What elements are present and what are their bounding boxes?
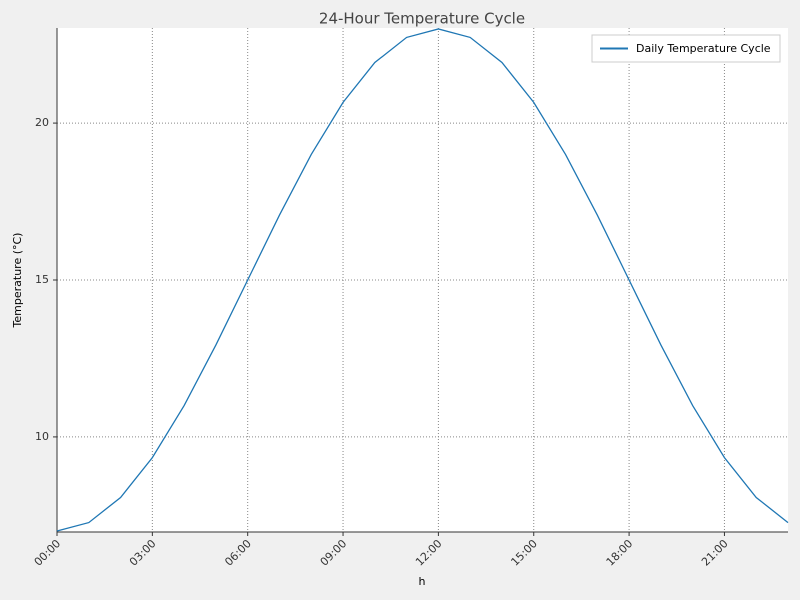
x-tick-label: 00:00 (32, 537, 64, 569)
legend-label: Daily Temperature Cycle (636, 42, 771, 55)
x-tick-label: 06:00 (222, 537, 254, 569)
y-tick-label: 10 (35, 430, 49, 443)
y-tick-label: 15 (35, 273, 49, 286)
x-tick-label: 18:00 (604, 537, 636, 569)
x-tick-label: 03:00 (127, 537, 159, 569)
x-tick-label: 09:00 (318, 537, 350, 569)
chart-title: 24-Hour Temperature Cycle (319, 10, 525, 28)
x-tick-label: 15:00 (508, 537, 540, 569)
line-series (56, 28, 789, 532)
y-tick-label: 20 (35, 116, 49, 129)
x-axis-label: h (419, 575, 426, 588)
y-axis-label: Temperature (°C) (11, 233, 24, 329)
x-tick-label: 12:00 (413, 537, 445, 569)
x-tick-label: 21:00 (699, 537, 731, 569)
